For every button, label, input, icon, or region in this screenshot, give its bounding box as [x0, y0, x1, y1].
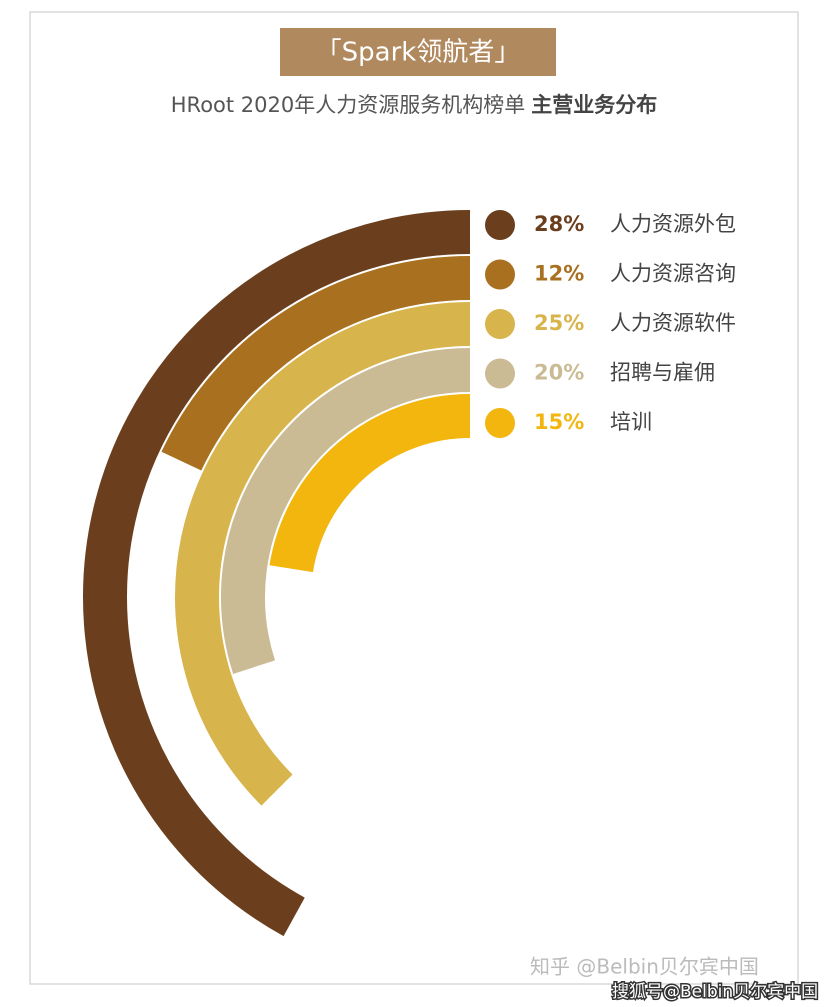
legend-label: 招聘与雇佣 [610, 361, 715, 385]
radial-bar [221, 348, 471, 674]
value-label: 25% [534, 311, 584, 335]
radial-bar [161, 256, 471, 471]
legend-marker [485, 408, 515, 438]
legend-label: 人力资源外包 [610, 212, 736, 236]
legend-marker [485, 210, 515, 240]
legend-label: 人力资源软件 [610, 311, 736, 335]
radial-bar [83, 210, 471, 937]
watermark: 搜狐号@Belbin贝尔宾中国 [612, 982, 818, 1002]
legend-label: 人力资源咨询 [610, 262, 736, 286]
subtitle-emphasis: 主营业务分布 [531, 93, 657, 117]
value-label: 15% [534, 410, 584, 434]
legend-label: 培训 [610, 410, 652, 434]
frame [29, 11, 799, 985]
subtitle: HRoot 2020年人力资源服务机构榜单 [171, 93, 526, 117]
value-label: 28% [534, 212, 584, 236]
title-box [280, 28, 556, 76]
chart-title: 「Spark领航者」 [316, 38, 521, 68]
subtitle-text: HRoot 2020年人力资源服务机构榜单 [171, 93, 526, 117]
radial-bar [269, 394, 471, 573]
value-label: 12% [534, 262, 584, 286]
value-label: 20% [534, 361, 584, 385]
legend-marker [485, 358, 515, 389]
legend-marker [485, 309, 515, 339]
legend-marker [485, 259, 515, 290]
watermark: 知乎 @Belbin贝尔宾中国 [530, 955, 759, 979]
radial-bar [175, 302, 471, 806]
